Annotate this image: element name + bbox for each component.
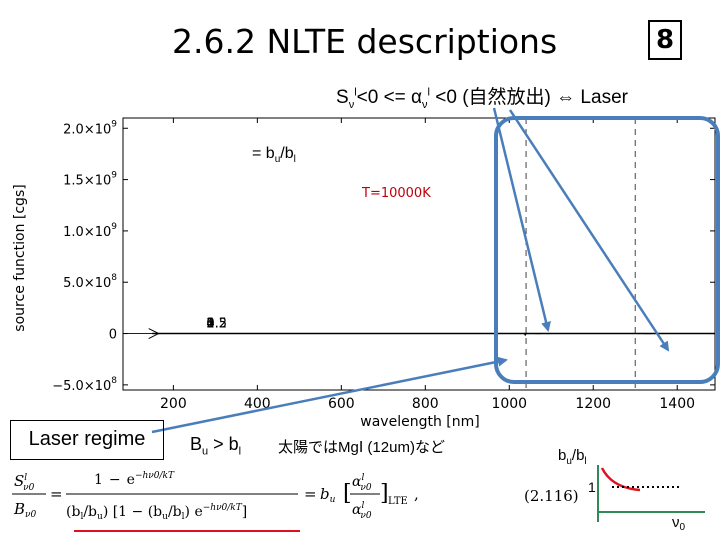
series-label: 4 bbox=[206, 317, 214, 332]
curves bbox=[148, 328, 715, 339]
y-tick-label: 2.0×109 bbox=[63, 119, 117, 137]
series-label: 3 bbox=[206, 317, 214, 332]
tick-group bbox=[123, 118, 715, 390]
equivalence-arrow-icon: ⇔ bbox=[556, 87, 576, 108]
x-tick-label: 1000 bbox=[491, 396, 527, 412]
x-tick-label: 1400 bbox=[659, 396, 695, 412]
eq-bracket-right: ] bbox=[380, 481, 389, 506]
eq-lhs-num: Sl ν0 bbox=[14, 472, 35, 493]
arrow-to-region-left bbox=[492, 107, 551, 332]
temperature-label: T=10000K bbox=[361, 186, 431, 201]
eq-lte: LTE bbox=[388, 496, 408, 507]
eq-alpha-num: αl ν0 bbox=[352, 473, 372, 493]
arrow-to-region-right bbox=[508, 109, 670, 352]
inset-nu0: ν0 bbox=[672, 514, 686, 533]
y-axis-label: source function [cgs] bbox=[12, 184, 28, 331]
laser-region-highlight bbox=[494, 116, 720, 384]
eq-bracket-left: [ bbox=[343, 481, 352, 506]
laser-word: Laser bbox=[575, 87, 628, 108]
s-symbol: S bbox=[336, 87, 349, 108]
laser-regime-box: Laser regime bbox=[10, 420, 164, 460]
series-label: 1 bbox=[206, 317, 214, 332]
x-axis-label: wavelength [nm] bbox=[360, 414, 479, 430]
vertical-guides bbox=[525, 118, 636, 390]
sun-note: 太陽ではMgⅠ (12um)など bbox=[278, 439, 445, 456]
s-sup: l bbox=[354, 86, 357, 99]
eq-comma: , bbox=[414, 485, 419, 503]
x-tick-label: 600 bbox=[328, 396, 355, 412]
eq-den: (bl/bu) [1 − (bu/bl) e−hν0/kT] bbox=[66, 503, 247, 522]
series-label: 0.5 bbox=[206, 317, 227, 332]
y-tick-label: 1.0×109 bbox=[63, 222, 117, 240]
y-tick-label: 0 bbox=[109, 328, 117, 343]
eq-num: 1− e−hν0/kT bbox=[94, 471, 175, 488]
eq-b: bu bbox=[320, 485, 336, 505]
ratio-label: = bu/bl bbox=[252, 145, 296, 165]
laser-condition: Sνl<0 <= ανl <0 (自然放出) ⇔ Laser bbox=[336, 82, 628, 111]
curve-origin-mark bbox=[148, 328, 160, 339]
s-sub: ν bbox=[348, 98, 355, 111]
inset-one: 1 bbox=[588, 479, 596, 495]
alpha-sub: ν bbox=[422, 98, 428, 111]
eq-equals-2: = bbox=[304, 485, 317, 503]
arrow-laser-regime bbox=[151, 356, 508, 434]
bu-greater-bl: Bu > bl bbox=[190, 434, 242, 458]
x-tick-labels: 200 400 600 800 1000 1200 1400 bbox=[160, 396, 695, 412]
x-tick-label: 200 bbox=[160, 396, 187, 412]
y-tick-label: 5.0×108 bbox=[63, 273, 117, 291]
eq-alpha-den: αl ν0 bbox=[352, 501, 372, 521]
inset-label: bu/bl bbox=[558, 447, 587, 467]
y-tick-label: 1.5×109 bbox=[63, 171, 117, 189]
eq-lhs-den: Bν0 bbox=[13, 500, 37, 520]
y-tick-labels: 2.0×109 1.5×109 1.0×109 5.0×108 0 −5.0×108 bbox=[52, 119, 117, 394]
condition-mid: <0 <= α bbox=[356, 87, 423, 108]
series-label: 2 bbox=[206, 317, 214, 332]
series-label: 0.2 bbox=[206, 317, 227, 332]
alpha-sup: l bbox=[427, 86, 430, 99]
equation: Sl ν0 Bν0 = 1− e−hν0/kT (bl/bu) [1 − (bu/b… bbox=[12, 471, 579, 532]
inset-curve bbox=[600, 467, 641, 492]
inset-sketch: 1 ν0 bbox=[588, 465, 705, 533]
y-tick-label: −5.0×108 bbox=[52, 376, 117, 394]
eq-equals-1: = bbox=[50, 485, 63, 503]
slide-title: 2.6.2 NLTE descriptions bbox=[172, 22, 558, 61]
x-tick-label: 1200 bbox=[575, 396, 611, 412]
x-tick-label: 800 bbox=[412, 396, 439, 412]
condition-tail: <0 (自然放出) bbox=[430, 87, 551, 108]
eq-number: (2.116) bbox=[524, 487, 579, 505]
plot-frame bbox=[122, 117, 716, 391]
slide-number: 8 bbox=[648, 20, 682, 60]
